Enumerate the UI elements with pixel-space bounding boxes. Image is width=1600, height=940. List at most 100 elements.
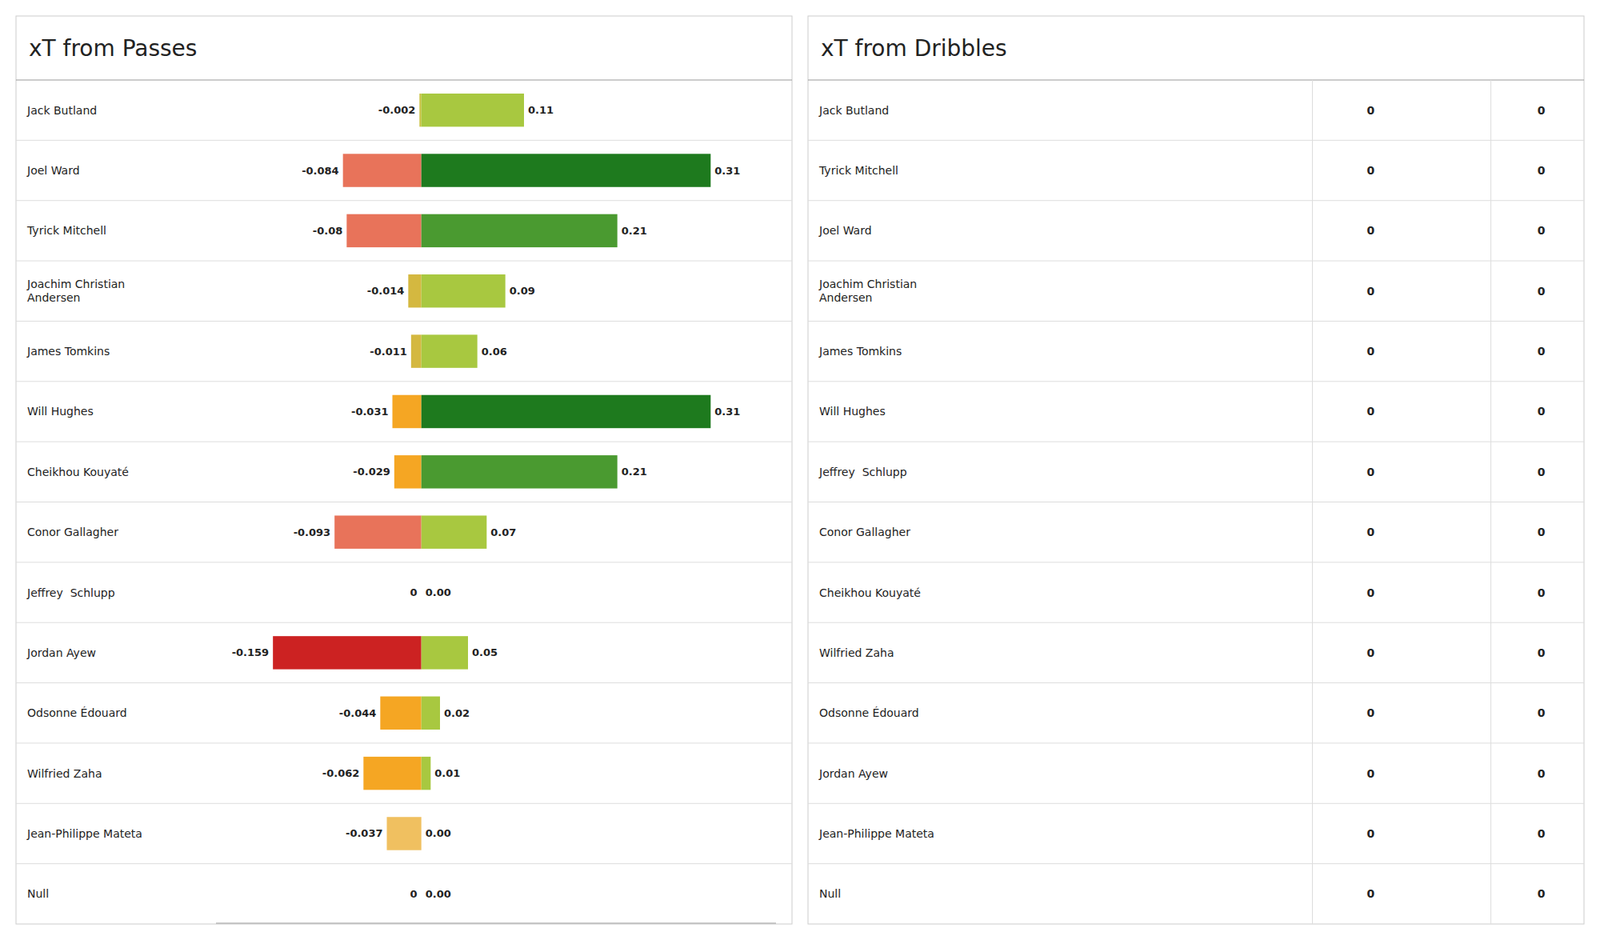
table-value: 0 xyxy=(1537,164,1546,177)
bar xyxy=(411,334,422,368)
table-value: 0 xyxy=(1537,887,1546,900)
category-label: Joachim ChristianAndersen xyxy=(26,277,125,304)
text-line: Null xyxy=(27,887,49,900)
data-label: -0.08 xyxy=(312,224,343,237)
row-separator xyxy=(808,561,1584,563)
text-line: Jack Butland xyxy=(26,104,97,117)
data-label: 0.21 xyxy=(621,465,648,478)
bar xyxy=(421,636,468,669)
category-label: Joel Ward xyxy=(818,224,872,237)
data-label: 0.09 xyxy=(509,284,536,297)
data-label: -0.014 xyxy=(367,284,405,297)
category-label: Jordan Ayew xyxy=(26,646,96,660)
table-value: 0 xyxy=(1366,767,1375,780)
data-label: -0.062 xyxy=(322,767,360,780)
category-label: Joachim ChristianAndersen xyxy=(818,277,917,304)
bar xyxy=(420,576,422,609)
chart-svg: xT from Passes Jack Butland Joel Ward Tyric… xyxy=(0,0,1600,940)
row-separator xyxy=(16,260,792,262)
text-line: Tyrick Mitchell xyxy=(818,164,899,177)
category-label: Cheikhou Kouyaté xyxy=(819,586,921,600)
row-separator xyxy=(808,441,1584,443)
row-separator xyxy=(16,140,792,141)
table-value: 0 xyxy=(1537,104,1546,117)
data-label: 0.01 xyxy=(434,767,460,780)
table-value: 0 xyxy=(1366,586,1375,600)
row-separator xyxy=(808,320,1584,322)
bar xyxy=(421,274,506,308)
table-value: 0 xyxy=(1537,525,1546,539)
row-separator xyxy=(16,441,792,443)
text-line: Joachim Christian xyxy=(26,277,125,291)
data-label: 0.31 xyxy=(714,164,740,177)
data-label: -0.031 xyxy=(351,405,389,418)
bar xyxy=(421,455,618,488)
row-separator xyxy=(808,380,1584,382)
text-line: Jean-Philippe Mateta xyxy=(818,827,935,840)
data-label: -0.044 xyxy=(339,707,377,720)
row-separator xyxy=(16,863,792,864)
category-label: Null xyxy=(27,887,49,900)
table-value: 0 xyxy=(1366,284,1375,298)
row-separator xyxy=(808,200,1584,201)
category-label: Will Hughes xyxy=(27,404,94,418)
data-label: -0.093 xyxy=(293,526,332,539)
category-label: Cheikhou Kouyaté xyxy=(27,465,129,479)
column-separator xyxy=(1490,80,1492,924)
data-label: 0.00 xyxy=(425,827,452,840)
category-label: Jeffrey Schlupp xyxy=(26,586,116,600)
text-line: James Tomkins xyxy=(26,344,110,358)
bar xyxy=(420,816,422,850)
table-value: 0 xyxy=(1366,224,1375,237)
category-label: Wilfried Zaha xyxy=(27,767,102,780)
table-value: 0 xyxy=(1537,646,1546,660)
panel-border xyxy=(808,16,1584,924)
data-label: -0.002 xyxy=(378,104,416,116)
text-line: Joel Ward xyxy=(818,224,872,237)
row-separator xyxy=(808,682,1584,684)
data-label: 0.05 xyxy=(472,646,498,659)
data-label: -0.011 xyxy=(369,345,408,358)
text-line: Joel Ward xyxy=(26,164,80,177)
category-label: Tyrick Mitchell xyxy=(818,164,899,177)
data-label: 0.21 xyxy=(621,224,648,237)
data-labels: -0.002 -0.084 -0.08 -0.014 -0.011 -0.031 -0.02… xyxy=(232,104,741,900)
table-value: 0 xyxy=(1366,164,1375,177)
bar xyxy=(380,696,421,730)
panel-border xyxy=(16,16,792,924)
table-value: 0 xyxy=(1366,525,1375,539)
category-label: Will Hughes xyxy=(819,404,886,418)
text-line: James Tomkins xyxy=(818,344,902,358)
table-value: 0 xyxy=(1366,344,1375,358)
title: xT from Dribbles xyxy=(820,35,1008,62)
row-separator xyxy=(808,501,1584,503)
data-label: -0.084 xyxy=(301,164,340,177)
bar xyxy=(419,93,421,127)
title: xT from Passes xyxy=(28,35,197,62)
bar xyxy=(421,153,712,187)
data-label: 0 xyxy=(410,888,418,900)
row-separator xyxy=(16,200,792,201)
bar xyxy=(394,455,422,488)
row-separator xyxy=(16,561,792,563)
row-separator xyxy=(808,260,1584,262)
data-label: 0.00 xyxy=(425,586,452,599)
category-label: Joel Ward xyxy=(26,164,80,177)
text-line: Will Hughes xyxy=(27,404,94,418)
category-label: James Tomkins xyxy=(26,344,110,358)
category-label: Conor Gallagher xyxy=(27,525,119,539)
bar xyxy=(420,877,422,911)
title-separator xyxy=(16,80,792,81)
data-label: 0.02 xyxy=(444,707,470,720)
bar xyxy=(363,756,421,790)
bar xyxy=(420,576,422,609)
bar xyxy=(387,816,422,850)
table-value: 0 xyxy=(1366,646,1375,660)
text-line: Jeffrey Schlupp xyxy=(818,465,908,479)
category-label: Odsonne Édouard xyxy=(27,706,128,720)
table-value: 0 xyxy=(1537,767,1546,780)
text-line: Odsonne Édouard xyxy=(27,706,128,720)
category-label: Conor Gallagher xyxy=(819,525,911,539)
text-line: Conor Gallagher xyxy=(819,525,911,539)
data-label: -0.029 xyxy=(352,465,391,478)
